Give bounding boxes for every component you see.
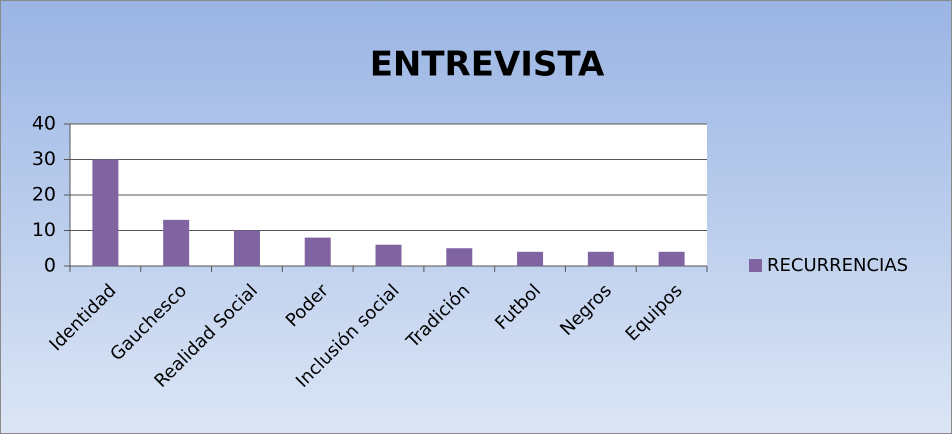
legend-label: RECURRENCIAS (767, 255, 908, 276)
legend-marker (749, 259, 762, 272)
y-tick-label: 20 (32, 184, 56, 206)
y-tick-label: 40 (32, 113, 56, 135)
bar (304, 237, 331, 266)
bar (92, 159, 119, 266)
bar (233, 230, 260, 266)
chart-title: ENTREVISTA (370, 45, 605, 85)
y-tick-label: 30 (32, 148, 56, 170)
bar (375, 244, 402, 266)
y-tick-label: 0 (44, 255, 56, 277)
bar (658, 251, 685, 266)
bar (587, 251, 614, 266)
bar (446, 248, 473, 266)
bar (517, 251, 544, 266)
y-tick-label: 10 (32, 219, 56, 241)
bar (163, 219, 190, 266)
